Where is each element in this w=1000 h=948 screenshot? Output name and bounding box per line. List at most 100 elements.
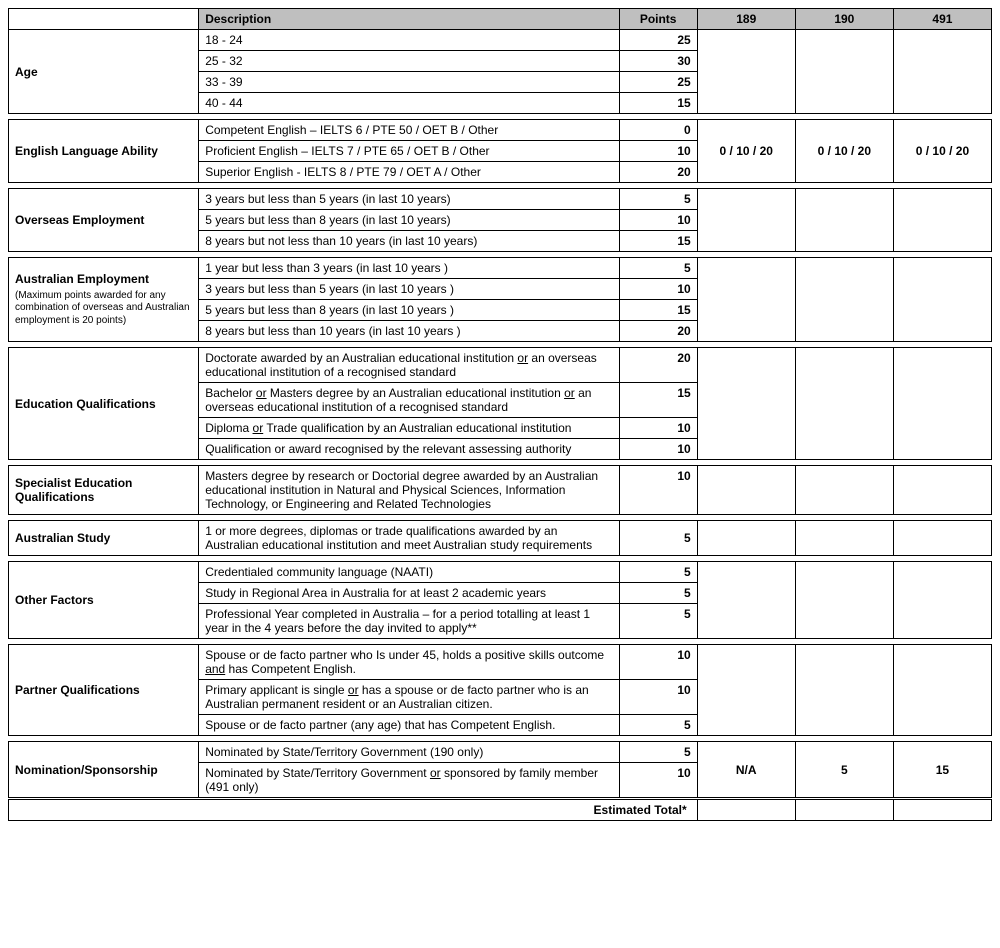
- underline: or: [256, 386, 267, 400]
- underline: and: [205, 662, 225, 676]
- text: Spouse or de facto partner who Is under …: [205, 648, 604, 662]
- other-491: [893, 562, 991, 639]
- aus-emp-label: Australian Employment (Maximum points aw…: [9, 258, 199, 342]
- spec-edu-row-pts: 10: [619, 466, 697, 515]
- total-189: [697, 799, 795, 821]
- underline: or: [564, 386, 575, 400]
- header-description: Description: [199, 9, 619, 30]
- nomination-row-pts: 10: [619, 763, 697, 799]
- other-row-pts: 5: [619, 604, 697, 639]
- edu-row-pts: 10: [619, 418, 697, 439]
- edu-row-pts: 15: [619, 383, 697, 418]
- edu-491: [893, 348, 991, 460]
- partner-189: [697, 645, 795, 736]
- age-row-pts: 15: [619, 93, 697, 114]
- aus-emp-row-desc: 5 years but less than 8 years (in last 1…: [199, 300, 619, 321]
- nomination-491: 15: [893, 742, 991, 799]
- overseas-row-pts: 15: [619, 231, 697, 252]
- other-row-desc: Credentialed community language (NAATI): [199, 562, 619, 583]
- partner-row-desc: Primary applicant is single or has a spo…: [199, 680, 619, 715]
- underline: or: [348, 683, 359, 697]
- aus-study-label: Australian Study: [9, 521, 199, 556]
- aus-emp-row-pts: 20: [619, 321, 697, 342]
- edu-row-desc: Doctorate awarded by an Australian educa…: [199, 348, 619, 383]
- points-table: Description Points 189 190 491 Age 18 - …: [8, 8, 992, 821]
- english-189: 0 / 10 / 20: [697, 120, 795, 183]
- nomination-label: Nomination/Sponsorship: [9, 742, 199, 799]
- age-row-desc: 40 - 44: [199, 93, 619, 114]
- spec-edu-label: Specialist Education Qualifications: [9, 466, 199, 515]
- header-190: 190: [795, 9, 893, 30]
- spec-edu-189: [697, 466, 795, 515]
- aus-emp-491: [893, 258, 991, 342]
- underline: or: [517, 351, 528, 365]
- aus-emp-row-pts: 10: [619, 279, 697, 300]
- other-row-pts: 5: [619, 583, 697, 604]
- underline: or: [253, 421, 264, 435]
- aus-emp-190: [795, 258, 893, 342]
- english-row-desc: Competent English – IELTS 6 / PTE 50 / O…: [199, 120, 619, 141]
- partner-491: [893, 645, 991, 736]
- text: Primary applicant is single: [205, 683, 348, 697]
- age-row-pts: 25: [619, 72, 697, 93]
- partner-row-desc: Spouse or de facto partner (any age) tha…: [199, 715, 619, 736]
- header-491: 491: [893, 9, 991, 30]
- text: Nominated by State/Territory Government: [205, 766, 430, 780]
- partner-label: Partner Qualifications: [9, 645, 199, 736]
- aus-study-189: [697, 521, 795, 556]
- aus-study-row-desc: 1 or more degrees, diplomas or trade qua…: [199, 521, 619, 556]
- overseas-189: [697, 189, 795, 252]
- age-190: [795, 30, 893, 114]
- overseas-190: [795, 189, 893, 252]
- overseas-row-desc: 8 years but not less than 10 years (in l…: [199, 231, 619, 252]
- age-row-desc: 18 - 24: [199, 30, 619, 51]
- edu-row-desc: Bachelor or Masters degree by an Austral…: [199, 383, 619, 418]
- header-blank: [9, 9, 199, 30]
- english-row-pts: 10: [619, 141, 697, 162]
- total-491: [893, 799, 991, 821]
- english-row-desc: Superior English - IELTS 8 / PTE 79 / OE…: [199, 162, 619, 183]
- text: has Competent English.: [225, 662, 356, 676]
- text: Masters degree by an Australian educatio…: [267, 386, 565, 400]
- other-row-desc: Professional Year completed in Australia…: [199, 604, 619, 639]
- overseas-491: [893, 189, 991, 252]
- aus-emp-row-pts: 5: [619, 258, 697, 279]
- total-label: Estimated Total*: [9, 799, 698, 821]
- spec-edu-190: [795, 466, 893, 515]
- overseas-row-pts: 10: [619, 210, 697, 231]
- spec-edu-row-desc: Masters degree by research or Doctorial …: [199, 466, 619, 515]
- overseas-label: Overseas Employment: [9, 189, 199, 252]
- aus-study-491: [893, 521, 991, 556]
- age-row-desc: 25 - 32: [199, 51, 619, 72]
- english-label: English Language Ability: [9, 120, 199, 183]
- aus-study-190: [795, 521, 893, 556]
- aus-emp-row-desc: 1 year but less than 3 years (in last 10…: [199, 258, 619, 279]
- english-491: 0 / 10 / 20: [893, 120, 991, 183]
- aus-emp-subtitle: (Maximum points awarded for any combinat…: [15, 290, 192, 328]
- edu-row-desc: Diploma or Trade qualification by an Aus…: [199, 418, 619, 439]
- overseas-row-desc: 3 years but less than 5 years (in last 1…: [199, 189, 619, 210]
- nomination-row-desc: Nominated by State/Territory Government …: [199, 742, 619, 763]
- other-label: Other Factors: [9, 562, 199, 639]
- edu-label: Education Qualifications: [9, 348, 199, 460]
- header-189: 189: [697, 9, 795, 30]
- edu-row-pts: 10: [619, 439, 697, 460]
- text: Bachelor: [205, 386, 256, 400]
- overseas-row-desc: 5 years but less than 8 years (in last 1…: [199, 210, 619, 231]
- other-row-pts: 5: [619, 562, 697, 583]
- nomination-row-pts: 5: [619, 742, 697, 763]
- header-points: Points: [619, 9, 697, 30]
- nomination-189: N/A: [697, 742, 795, 799]
- aus-emp-row-pts: 15: [619, 300, 697, 321]
- age-row-pts: 30: [619, 51, 697, 72]
- aus-emp-row-desc: 8 years but less than 10 years (in last …: [199, 321, 619, 342]
- total-190: [795, 799, 893, 821]
- edu-189: [697, 348, 795, 460]
- edu-row-pts: 20: [619, 348, 697, 383]
- header-row: Description Points 189 190 491: [9, 9, 992, 30]
- aus-emp-title: Australian Employment: [15, 272, 149, 286]
- spec-edu-491: [893, 466, 991, 515]
- english-190: 0 / 10 / 20: [795, 120, 893, 183]
- text: Diploma: [205, 421, 252, 435]
- age-row-desc: 33 - 39: [199, 72, 619, 93]
